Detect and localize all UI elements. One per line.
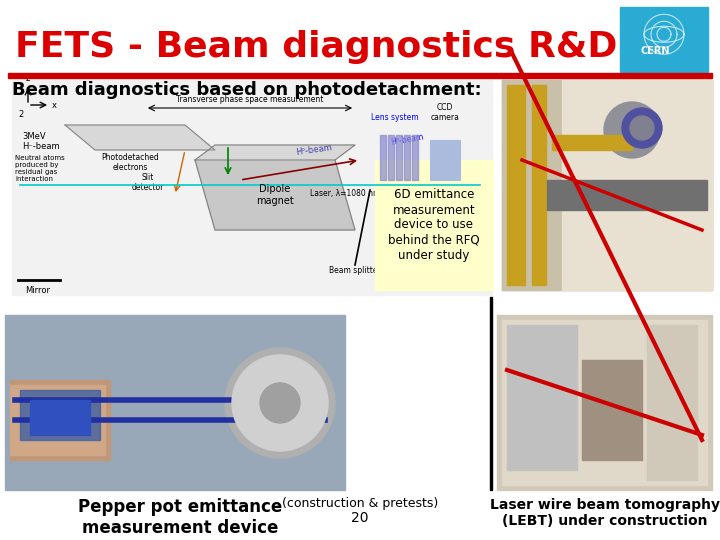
Circle shape <box>232 355 328 451</box>
Bar <box>388 135 394 180</box>
Bar <box>547 180 707 210</box>
Polygon shape <box>65 125 215 150</box>
Bar <box>647 325 697 480</box>
Bar <box>620 7 708 72</box>
Bar <box>12 80 492 295</box>
Text: Mirror: Mirror <box>25 286 50 295</box>
Text: Photodetached
electrons: Photodetached electrons <box>101 153 159 172</box>
Circle shape <box>604 102 660 158</box>
Bar <box>10 380 110 460</box>
Text: Slit
detector: Slit detector <box>132 173 164 192</box>
Text: FETS - Beam diagnostics R&D: FETS - Beam diagnostics R&D <box>15 30 617 64</box>
Circle shape <box>225 348 335 458</box>
Bar <box>30 400 90 435</box>
Bar <box>404 135 410 180</box>
Text: Beam splitter: Beam splitter <box>329 266 381 275</box>
Bar <box>507 85 525 285</box>
Text: CERN: CERN <box>641 46 670 56</box>
Text: 20: 20 <box>351 511 369 525</box>
Text: Beam diagnostics based on photodetachment:: Beam diagnostics based on photodetachmen… <box>12 81 482 99</box>
Text: (construction & pretests): (construction & pretests) <box>282 497 438 510</box>
Bar <box>552 135 632 150</box>
Text: 3MeV
H⁻-beam: 3MeV H⁻-beam <box>22 132 60 151</box>
Text: 6D emittance
measurement
device to use
behind the RFQ
under study: 6D emittance measurement device to use b… <box>388 188 480 261</box>
Bar <box>502 320 707 485</box>
Bar <box>8 73 712 78</box>
Bar <box>5 315 345 490</box>
Text: H⁰-beam: H⁰-beam <box>390 132 424 147</box>
Text: z: z <box>26 74 30 83</box>
Bar <box>412 135 418 180</box>
Bar <box>375 160 493 290</box>
Circle shape <box>622 108 662 148</box>
Text: H⁰-beam: H⁰-beam <box>295 143 333 157</box>
Bar <box>623 10 705 69</box>
Bar <box>10 385 105 455</box>
Bar <box>396 135 402 180</box>
Bar <box>582 360 642 460</box>
Bar <box>430 140 460 180</box>
Bar <box>532 85 546 285</box>
Text: Dipole
magnet: Dipole magnet <box>256 184 294 206</box>
Text: 2: 2 <box>18 110 23 119</box>
Text: Lens system: Lens system <box>372 113 419 122</box>
Polygon shape <box>195 160 355 230</box>
Bar <box>490 297 492 490</box>
Text: x: x <box>52 100 57 110</box>
Text: Transverse phase space measurement: Transverse phase space measurement <box>176 95 324 104</box>
Text: Pepper pot emittance
measurement device
for the LEBT: Pepper pot emittance measurement device … <box>78 498 282 540</box>
Circle shape <box>260 383 300 423</box>
Circle shape <box>630 116 654 140</box>
Bar <box>20 390 100 440</box>
Text: Laser wire beam tomography
(LEBT) under construction: Laser wire beam tomography (LEBT) under … <box>490 498 720 528</box>
Bar <box>507 325 577 470</box>
Bar <box>497 315 712 490</box>
Text: Neutral atoms
produced by
residual gas
interaction: Neutral atoms produced by residual gas i… <box>15 155 65 182</box>
Text: CCD
camera: CCD camera <box>431 103 459 122</box>
Bar <box>502 80 712 290</box>
Bar <box>562 80 712 290</box>
Polygon shape <box>195 145 355 160</box>
Bar <box>502 80 712 290</box>
Text: Laser, λ=1080 nm: Laser, λ=1080 nm <box>310 189 380 198</box>
Bar <box>380 135 386 180</box>
